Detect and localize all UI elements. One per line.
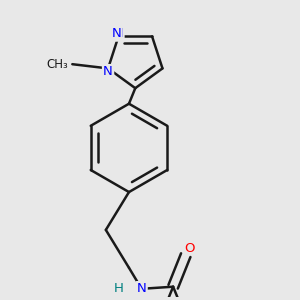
- Text: O: O: [184, 242, 194, 255]
- Text: N: N: [114, 27, 123, 40]
- Text: N: N: [103, 65, 113, 78]
- Text: N: N: [137, 282, 146, 295]
- Text: N: N: [112, 27, 121, 40]
- Text: H: H: [113, 282, 123, 295]
- Text: CH₃: CH₃: [46, 58, 68, 71]
